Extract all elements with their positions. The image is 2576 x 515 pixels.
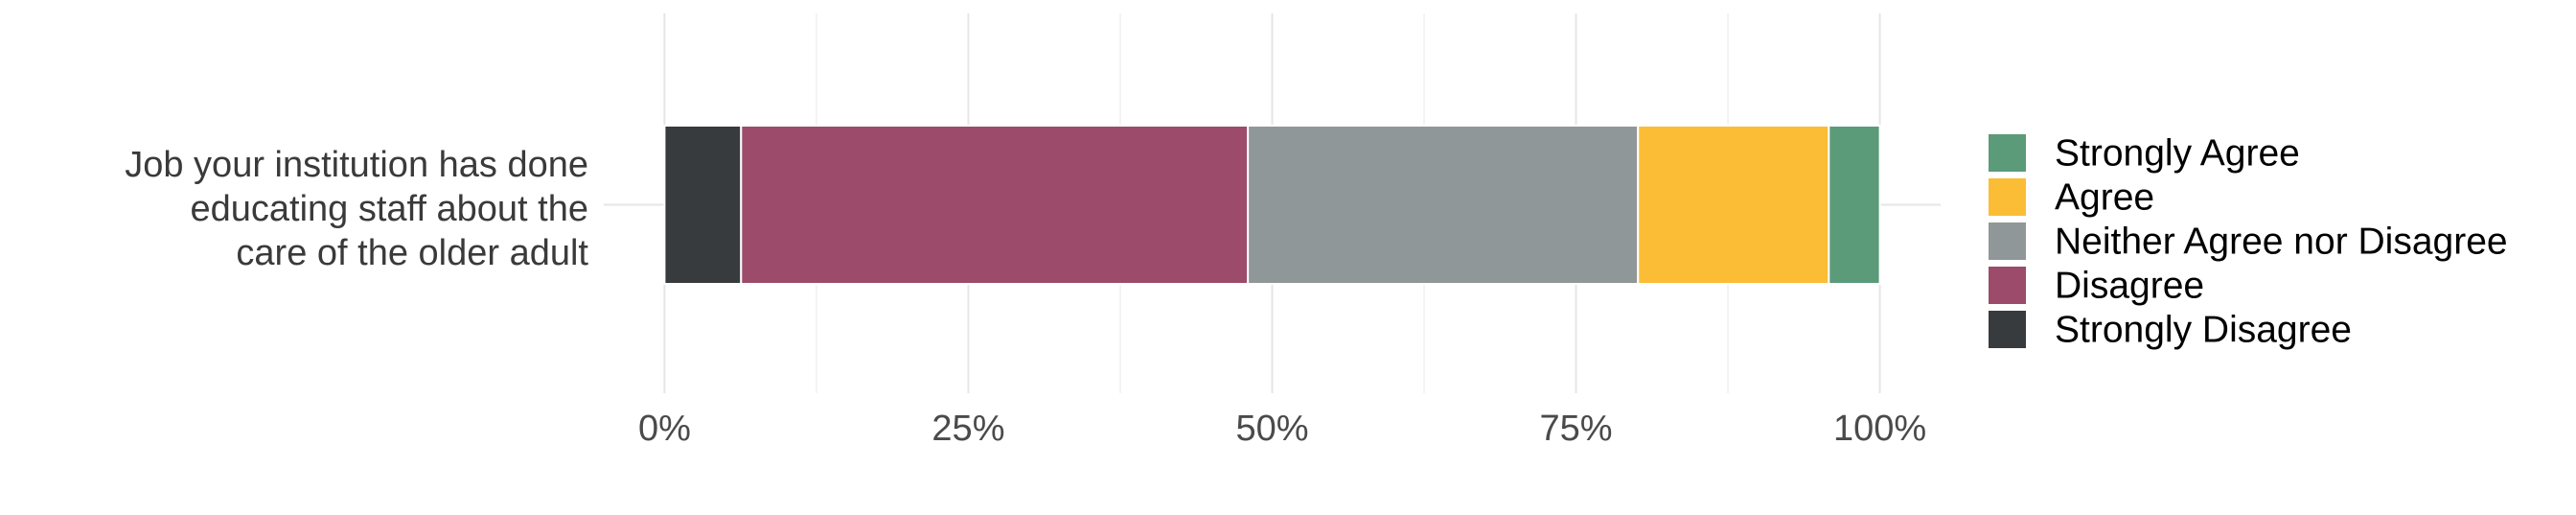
category-label-line-1: Job your institution has done — [125, 145, 588, 185]
x-tick-label-75: 75% — [1540, 409, 1613, 449]
category-labels: Job your institution has done educating … — [125, 145, 588, 273]
legend-label-strongly-disagree: Strongly Disagree — [2055, 310, 2352, 351]
x-tick-label-50: 50% — [1235, 409, 1308, 449]
category-label-line-2: educating staff about the — [190, 189, 588, 229]
bar-segments — [663, 125, 1881, 285]
bar-segment-strongly-agree — [1828, 125, 1881, 285]
legend-label-strongly-agree: Strongly Agree — [2055, 133, 2300, 175]
legend-swatch-neither — [1989, 222, 2026, 260]
bar-segment-agree — [1637, 125, 1830, 285]
legend: Strongly Agree Agree Neither Agree nor D… — [1989, 133, 2508, 351]
legend-swatch-agree — [1989, 178, 2026, 216]
legend-swatch-disagree — [1989, 267, 2026, 304]
bar-segment-neither-agree-nor-disagree — [1247, 125, 1640, 285]
legend-label-neither: Neither Agree nor Disagree — [2055, 222, 2508, 263]
x-tick-label-100: 100% — [1833, 409, 1926, 449]
x-tick-label-25: 25% — [932, 409, 1004, 449]
legend-swatch-strongly-disagree — [1989, 311, 2026, 348]
legend-label-agree: Agree — [2055, 177, 2154, 219]
x-axis-ticks: 0% 25% 50% 75% 100% — [638, 409, 1926, 449]
bar-segment-disagree — [740, 125, 1250, 285]
category-label-line-3: care of the older adult — [236, 233, 588, 273]
x-tick-label-0: 0% — [638, 409, 691, 449]
bar-segment-strongly-disagree — [663, 125, 743, 285]
legend-label-disagree: Disagree — [2055, 266, 2204, 307]
legend-swatch-strongly-agree — [1989, 134, 2026, 172]
